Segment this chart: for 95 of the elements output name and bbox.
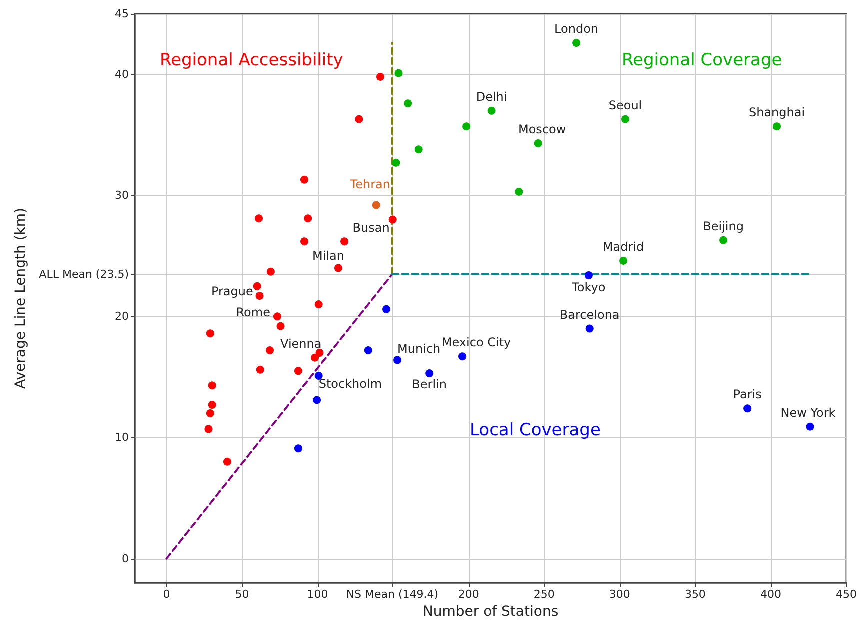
point [620, 256, 628, 265]
point [206, 410, 214, 418]
y-tick-label: ALL Mean (23.5) [39, 268, 129, 281]
x-tick-label: 50 [235, 588, 250, 601]
point [304, 214, 312, 223]
annotation: Moscow [518, 122, 566, 137]
series-label: Regional Accessibility [160, 50, 344, 70]
point [426, 370, 434, 378]
point [806, 422, 814, 431]
point [382, 305, 391, 314]
point [253, 282, 262, 290]
x-tick-label: 100 [307, 588, 328, 601]
annotation: Beijing [703, 219, 744, 234]
point [300, 176, 308, 184]
point [255, 214, 264, 223]
point [773, 122, 782, 131]
series-label: Tehran [349, 177, 390, 192]
point [584, 272, 593, 280]
annotation: Tokyo [571, 280, 606, 294]
x-tick-label: 350 [684, 588, 706, 601]
x-tick-label: 0 [163, 588, 170, 601]
point [355, 115, 364, 124]
x-tick-label: 450 [836, 588, 857, 601]
point [340, 238, 349, 246]
point [376, 72, 384, 81]
annotation: Munich [398, 342, 441, 356]
point [372, 201, 380, 210]
annotation: Shanghai [748, 106, 806, 120]
y-tick-label: 0 [122, 552, 129, 566]
point [314, 372, 323, 380]
point [586, 324, 594, 333]
y-tick-label: 30 [115, 189, 129, 202]
point [394, 356, 402, 364]
point [462, 122, 471, 131]
point [314, 300, 323, 309]
point [388, 216, 397, 224]
point [256, 292, 264, 300]
annotation: London [554, 22, 599, 36]
point [488, 106, 496, 115]
point [313, 396, 322, 404]
x-tick-label: 250 [534, 588, 555, 601]
x-axis-title: Number of Stations [422, 604, 559, 620]
annotation: Vienna [280, 336, 322, 351]
point [458, 352, 467, 361]
annotation: Mexico City [442, 336, 512, 350]
point [273, 312, 282, 321]
point [720, 236, 728, 244]
point [294, 444, 302, 453]
text: Local Coverage [470, 420, 601, 440]
point [223, 458, 232, 466]
x-tick-label: 200 [458, 588, 480, 601]
point [294, 367, 302, 376]
y-tick-label: 40 [115, 68, 129, 82]
point [622, 115, 630, 124]
y-tick-label: 10 [115, 431, 129, 444]
point [534, 140, 542, 148]
annotation: New York [780, 406, 836, 420]
annotation: Madrid [602, 240, 644, 254]
annotation: Berlin [412, 378, 447, 392]
point [334, 264, 342, 272]
point [744, 404, 752, 413]
annotation: Rome [236, 306, 270, 320]
point [208, 382, 216, 390]
point [256, 366, 264, 374]
point [208, 401, 216, 410]
point [515, 188, 524, 196]
annotation: Seoul [608, 98, 642, 112]
point [300, 238, 308, 246]
text: Regional Coverage [622, 50, 782, 70]
annotation: Busan [352, 220, 390, 235]
point [414, 146, 423, 154]
y-tick-label: 20 [115, 310, 129, 324]
point [394, 69, 403, 78]
x-tick-label: 400 [760, 588, 782, 601]
point [364, 346, 372, 355]
point [206, 330, 214, 338]
annotation: Delhi [476, 90, 508, 104]
point [276, 322, 285, 330]
point [572, 39, 581, 48]
x-tick-label: NS Mean (149.4) [346, 588, 439, 601]
y-axis-title: Average Line Length (km) [13, 208, 29, 389]
point [204, 425, 213, 434]
point [316, 348, 324, 357]
point [392, 158, 400, 167]
annotation: Paris [733, 388, 762, 402]
x-tick-label: 300 [609, 588, 630, 601]
annotation: Milan [312, 249, 344, 264]
annotation: Prague [211, 284, 254, 298]
point [404, 100, 412, 108]
y-tick-label: 45 [115, 8, 129, 20]
point [266, 268, 275, 276]
point [266, 346, 274, 355]
point [311, 354, 320, 362]
annotation: Stockholm [318, 376, 382, 391]
annotation: Barcelona [560, 308, 620, 322]
